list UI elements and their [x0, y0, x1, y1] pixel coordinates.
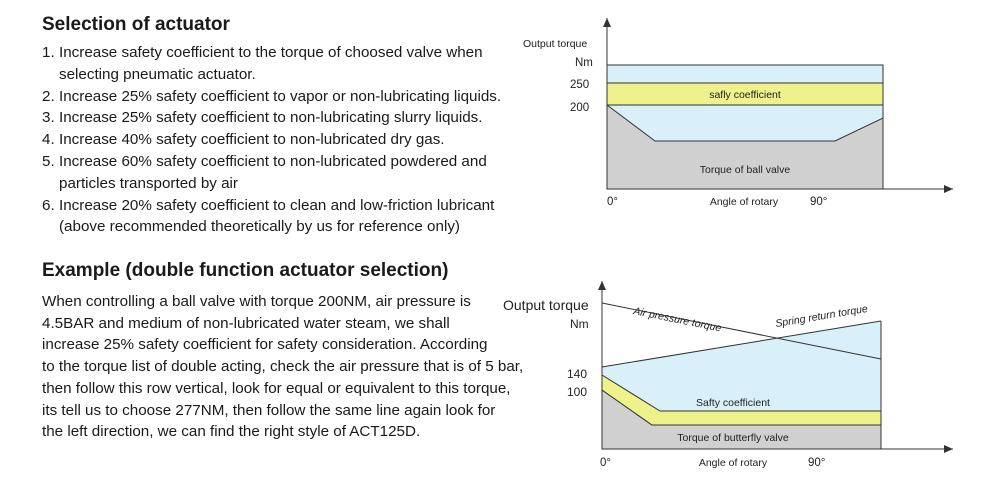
valve-label: Torque of butterfly valve	[677, 432, 789, 444]
air-pressure-torque-line	[601, 302, 882, 360]
y-axis-label: Output torque	[523, 38, 587, 50]
paragraph-line: 4.5BAR and medium of non-lubricated wate…	[42, 314, 450, 332]
tick-140: 140	[567, 367, 587, 381]
section-title-example: Example (double function actuator select…	[42, 260, 449, 281]
list-item: 2. Increase 25% safety coefficient to vap…	[42, 86, 512, 108]
x-axis-label: Angle of rotary	[699, 457, 768, 469]
paragraph-line: then follow this row vertical, look for …	[42, 379, 511, 397]
list-item-line: Increase 20% safety coefficient to clean…	[59, 196, 495, 214]
unit-label: Nm	[575, 57, 593, 69]
list-item-line: Increase 60% safety coefficient to non-l…	[59, 152, 487, 170]
list-item-text: Increase safety coefficient to the torqu…	[59, 42, 483, 86]
paragraph-line: increase 25% safety coefficient for safe…	[42, 336, 488, 354]
list-item: 4. Increase 40% safety coefficient to non…	[42, 129, 512, 151]
section-title-selection: Selection of actuator	[42, 14, 230, 35]
list-item: 6. Increase 20% safety coefficient to cle…	[42, 195, 512, 239]
list-item-number: 1.	[42, 44, 55, 61]
air-pressure-label: Air pressure torque	[631, 305, 722, 334]
list-item-text: Increase 20% safety coefficient to clean…	[59, 195, 494, 239]
list-item-text: Increase 60% safety coefficient to non-l…	[59, 151, 487, 195]
x-axis-label: Angle of rotary	[710, 196, 779, 208]
spring-return-torque-line	[601, 320, 882, 368]
paragraph-line: the left direction, we can find the righ…	[42, 423, 421, 441]
list-item-line: particles transported by air	[59, 174, 238, 192]
list-item-text: Increase 25% safety coefficient to non-l…	[59, 107, 483, 129]
list-item: 1. Increase safety coefficient to the tor…	[42, 42, 512, 86]
tick-200: 200	[570, 102, 589, 114]
x-end-label: 90°	[810, 196, 827, 208]
list-item-line: Increase 25% safety coefficient to vapor…	[59, 87, 502, 105]
band-label: safly coefficient	[709, 89, 781, 101]
list-item-text: Increase 40% safety coefficient to non-l…	[59, 129, 445, 151]
list-item: 5. Increase 60% safety coefficient to non…	[42, 151, 512, 195]
y-axis-label: Output torque	[503, 297, 589, 313]
example-paragraph: When controlling a ball valve with torqu…	[42, 291, 524, 443]
paragraph-line: When controlling a ball valve with torqu…	[42, 293, 471, 310]
list-item-line: selecting pneumatic actuator.	[59, 65, 256, 83]
paragraph-line: its tell us to choose 277NM, then follow…	[42, 401, 496, 419]
unit-label: Nm	[570, 317, 589, 331]
list-item-line: Increase 40% safety coefficient to non-l…	[59, 131, 445, 149]
list-item-line: Increase safety coefficient to the torqu…	[59, 44, 483, 61]
selection-list: 1. Increase safety coefficient to the tor…	[42, 42, 512, 238]
list-item-line: (above recommended theoretically by us f…	[59, 218, 460, 236]
valve-label: Torque of ball valve	[700, 164, 791, 176]
band-label: Safty coefficient	[696, 397, 770, 409]
list-item: 3. Increase 25% safety coefficient to non…	[42, 107, 512, 129]
list-item-text: Increase 25% safety coefficient to vapor…	[59, 86, 501, 108]
x-start-label: 0°	[600, 457, 611, 469]
butterfly-valve-diagram: Output torque Nm 140 100 Air pressure to…	[503, 281, 953, 469]
x-end-label: 90°	[808, 457, 825, 469]
tick-250: 250	[570, 79, 589, 91]
tick-100: 100	[567, 385, 587, 399]
x-start-label: 0°	[607, 196, 618, 208]
list-item-number: 2.	[42, 87, 55, 105]
sky-region	[602, 321, 881, 411]
ball-valve-diagram: Output torque Nm 250 200 safly coefficie…	[523, 18, 953, 208]
paragraph-line: to the torque list of double acting, che…	[42, 358, 524, 376]
list-item-number: 6.	[42, 196, 55, 214]
list-item-line: Increase 25% safety coefficient to non-l…	[59, 109, 483, 127]
list-item-number: 5.	[42, 152, 55, 170]
list-item-number: 4.	[42, 131, 55, 149]
list-item-number: 3.	[42, 109, 55, 127]
